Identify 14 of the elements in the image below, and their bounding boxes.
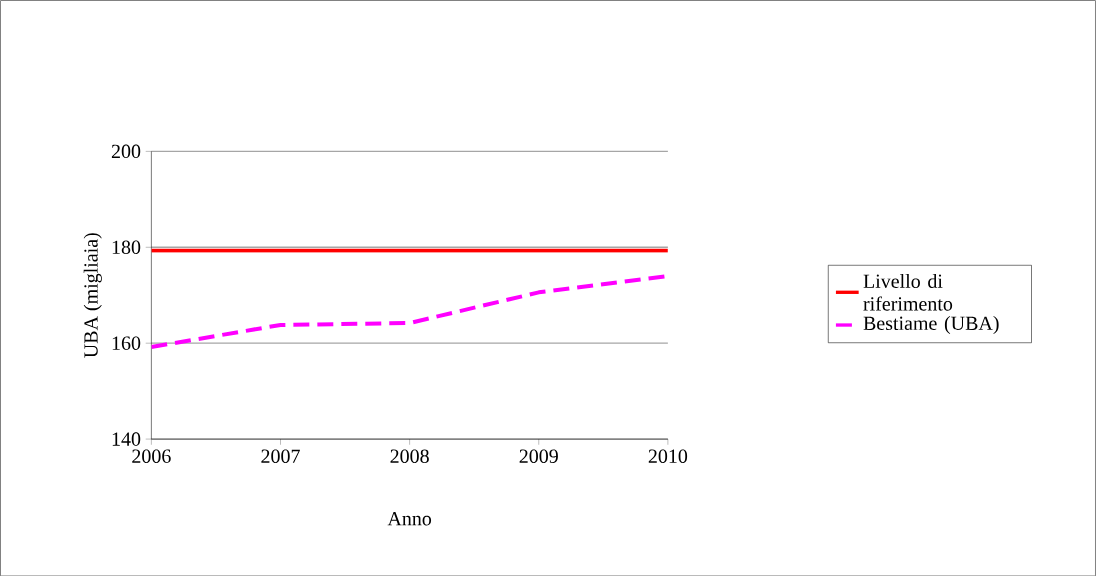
legend-label: Livello di riferimento	[863, 273, 953, 311]
y-axis-title: UBA (migliaia)	[83, 232, 102, 358]
x-tick-label: 2009	[519, 449, 558, 463]
x-axis-title: Anno	[387, 511, 432, 526]
y-tick-label: 140	[112, 432, 141, 446]
legend-label: Bestiame (UBA)	[863, 315, 999, 334]
x-tick-label: 2007	[261, 449, 300, 463]
x-tick-label: 2010	[648, 449, 688, 463]
y-tick-label: 200	[111, 144, 141, 158]
x-tick-label: 2008	[390, 449, 429, 463]
line-series	[151, 273, 668, 349]
x-tick-label: 2006	[132, 449, 171, 463]
y-tick-label: 180	[112, 240, 141, 254]
y-tick-label: 160	[112, 336, 141, 350]
